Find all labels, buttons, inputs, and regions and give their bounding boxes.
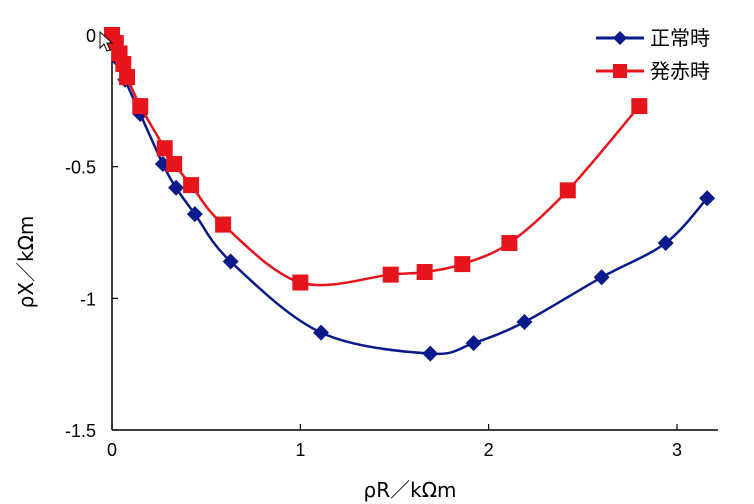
series-line: [110, 34, 709, 356]
legend-marker-series-2: [613, 64, 627, 78]
data-point: [119, 69, 136, 86]
data-point: [501, 235, 518, 252]
y-tick-label: 0: [86, 26, 96, 46]
data-point: [465, 335, 482, 352]
cursor-icon: [99, 30, 114, 52]
x-tick-label: 2: [484, 440, 494, 460]
series-layer: [104, 27, 716, 362]
data-point: [593, 269, 610, 286]
data-point: [222, 253, 239, 270]
data-point: [416, 264, 433, 280]
series-line: [110, 34, 641, 287]
y-tick-label: -1.5: [65, 421, 96, 441]
data-point: [166, 156, 183, 173]
data-point: [559, 182, 576, 199]
data-point: [183, 177, 200, 194]
data-point: [156, 140, 173, 157]
data-point: [631, 98, 648, 115]
legend-marker-series-1: [613, 31, 627, 45]
data-point: [516, 314, 533, 331]
x-tick-label: 1: [295, 440, 305, 460]
y-tick-label: -1: [80, 289, 96, 309]
ticks: 0 1 2 3 0 -0.5 -1 -1.5: [65, 26, 682, 460]
legend: 正常時 発赤時: [596, 26, 710, 83]
data-point: [132, 98, 149, 115]
x-tick-label: 0: [107, 440, 117, 460]
data-point: [115, 55, 132, 72]
data-point: [657, 235, 674, 252]
data-point: [168, 179, 185, 196]
x-tick-label: 3: [672, 440, 682, 460]
axes: [111, 30, 718, 431]
data-point: [699, 190, 716, 207]
legend-label-series-1: 正常時: [650, 26, 710, 50]
data-point: [292, 274, 309, 291]
legend-label-series-2: 発赤時: [650, 59, 710, 83]
data-point: [454, 256, 471, 273]
x-axis-label: ρR／kΩm: [364, 478, 457, 502]
data-point: [186, 206, 203, 223]
data-point: [382, 266, 399, 283]
y-tick-label: -0.5: [65, 158, 96, 178]
data-point: [313, 324, 330, 341]
y-axis-label: ρX／kΩm: [14, 216, 38, 309]
data-point: [422, 345, 439, 362]
data-point: [215, 216, 232, 233]
series-2: [104, 27, 648, 291]
